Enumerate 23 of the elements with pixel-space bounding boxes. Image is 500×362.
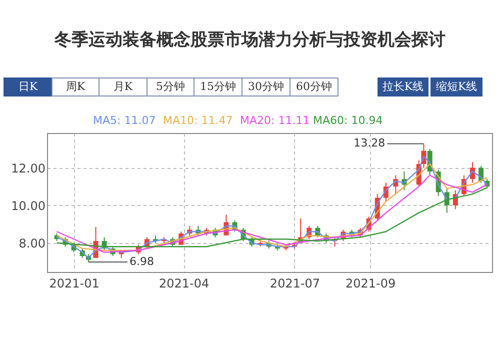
text: MA10: 11.47 [163, 114, 233, 127]
x-tick-label: 2021-04 [158, 276, 210, 290]
text: MA20: 11.11 [240, 114, 310, 127]
y-tick-label: 8.00 [18, 236, 46, 250]
text: 日K [18, 80, 38, 93]
text: 缩短K线 [436, 80, 478, 93]
text: 60分钟 [296, 80, 332, 93]
text: 5分钟 [156, 80, 185, 93]
chart-title: 冬季运动装备概念股票市场潜力分析与投资机会探讨 [54, 30, 446, 50]
x-tick-label: 2021-07 [270, 276, 320, 290]
text: 月K [113, 80, 134, 93]
text: 拉长K线 [382, 80, 424, 93]
text: MA60: 10.94 [313, 114, 383, 127]
annotation: 13.28 [354, 136, 386, 150]
y-tick-label: 12.00 [11, 161, 46, 176]
text: MA5: 11.07 [93, 114, 156, 127]
x-tick-label: 2021-09 [346, 276, 396, 290]
y-tick-label: 10.00 [11, 198, 46, 213]
text: 15分钟 [200, 80, 236, 93]
text: 周K [66, 80, 86, 93]
annotation: 6.98 [129, 255, 154, 268]
x-tick-label: 2021-01 [49, 276, 100, 290]
text: 30分钟 [248, 80, 284, 93]
